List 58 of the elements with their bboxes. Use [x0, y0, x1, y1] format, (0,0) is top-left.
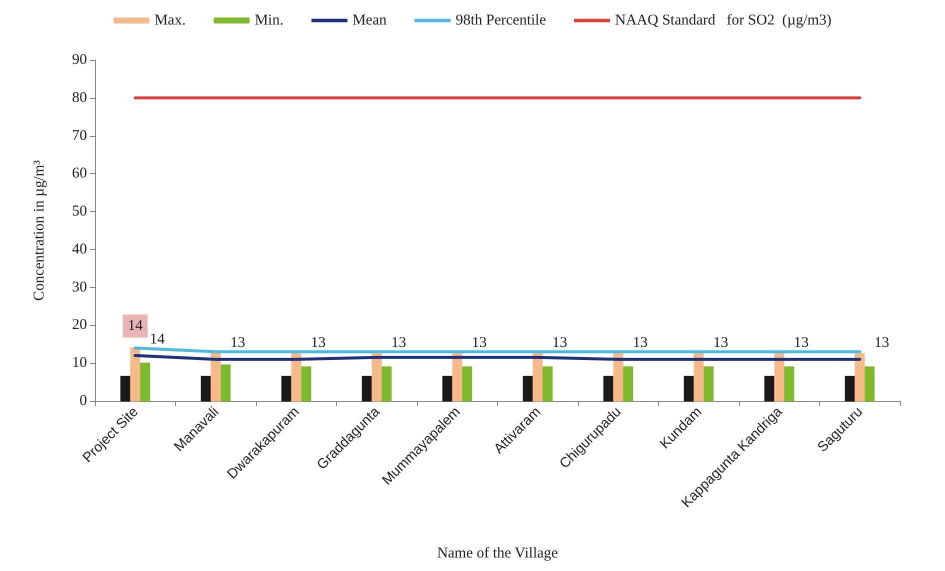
- data-label: 13: [794, 335, 809, 352]
- data-label: 13: [632, 335, 648, 352]
- y-tick-label: 40: [72, 241, 87, 258]
- y-tick-label: 10: [72, 355, 87, 372]
- y-tick-label: 90: [72, 52, 87, 68]
- bar: [442, 376, 452, 402]
- bar: [522, 376, 533, 402]
- data-label: 13: [713, 335, 728, 352]
- y-tick-label: 20: [72, 317, 87, 334]
- bar: [220, 364, 231, 402]
- bar: [844, 376, 855, 402]
- data-label: 13: [310, 335, 326, 352]
- data-label: 13: [230, 335, 246, 352]
- legend-label: 98th Percentile: [456, 12, 546, 28]
- bar: [382, 366, 392, 402]
- bar: [301, 366, 312, 402]
- legend-label: Min.: [254, 12, 284, 28]
- legend-label: Max.: [154, 12, 186, 28]
- y-axis-title: Concentration in µg/m³: [32, 160, 48, 301]
- x-axis-title: Name of the Village: [437, 546, 558, 562]
- bar: [452, 353, 462, 402]
- bar: [694, 353, 704, 402]
- bar: [854, 353, 865, 402]
- bar: [210, 353, 221, 402]
- bar: [603, 376, 614, 402]
- legend-label: NAAQ Standard for SO2 (µg/m3): [615, 12, 832, 28]
- data-label: 13: [391, 335, 406, 352]
- bar: [291, 353, 302, 402]
- bar: [784, 366, 794, 402]
- data-label: 13: [472, 335, 487, 352]
- data-label: 13: [874, 335, 890, 352]
- bar: [281, 376, 292, 402]
- bar: [120, 376, 130, 402]
- bar: [532, 353, 543, 402]
- bar: [613, 353, 624, 402]
- bar: [130, 347, 140, 402]
- data-label: 13: [552, 335, 568, 352]
- bar: [362, 376, 372, 402]
- y-tick-label: 80: [72, 90, 87, 106]
- legend-label: Mean: [352, 12, 388, 28]
- y-tick-label: 70: [72, 128, 87, 144]
- bar: [864, 366, 875, 402]
- bar: [704, 366, 714, 402]
- data-label: 14: [150, 331, 166, 348]
- bar: [372, 353, 382, 402]
- y-tick-label: 60: [72, 166, 87, 182]
- bar: [623, 366, 634, 402]
- bar: [200, 376, 211, 402]
- data-label: 14: [128, 318, 144, 334]
- y-tick-label: 50: [72, 204, 87, 220]
- bar: [684, 376, 694, 402]
- bar: [140, 362, 150, 402]
- y-tick-label: 0: [80, 393, 87, 409]
- bar: [542, 366, 553, 402]
- bar: [764, 376, 774, 402]
- bar: [774, 353, 784, 402]
- y-tick-label: 30: [72, 279, 87, 296]
- bar: [462, 366, 472, 402]
